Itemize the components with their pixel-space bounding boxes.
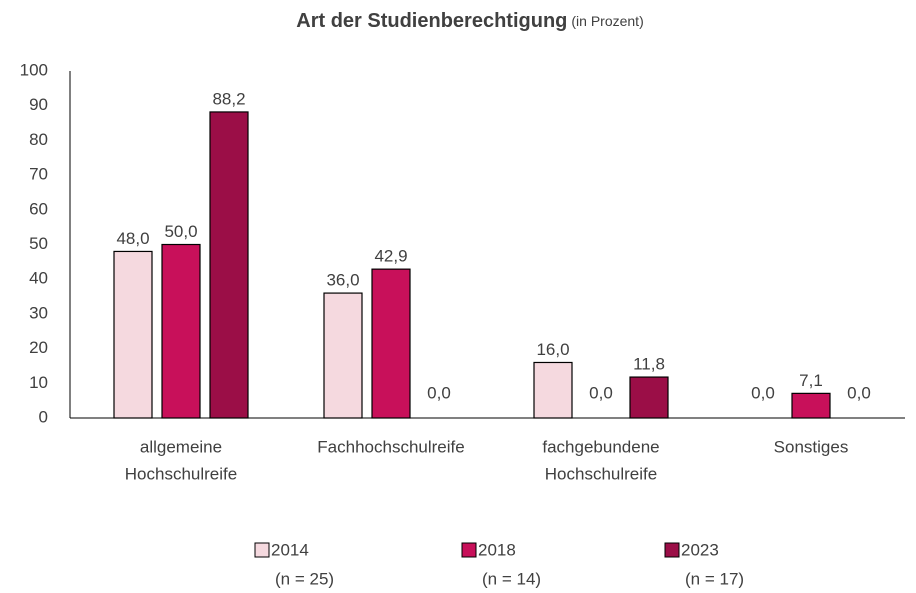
value-label: 50,0 <box>164 222 197 241</box>
legend-sample: (n = 25) <box>275 569 334 588</box>
value-label: 0,0 <box>427 383 451 402</box>
value-label: 16,0 <box>536 340 569 359</box>
subtitle: (in Prozent) <box>571 13 643 29</box>
x-tick-label: Hochschulreife <box>545 464 657 483</box>
legend-label: 2018 <box>478 540 516 559</box>
legend-swatch <box>254 542 270 558</box>
y-tick-label: 70 <box>29 165 48 184</box>
legend-sample: (n = 17) <box>685 569 744 588</box>
y-tick-label: 20 <box>29 338 48 357</box>
y-tick-label: 60 <box>29 199 48 218</box>
y-tick-label: 100 <box>20 60 48 79</box>
value-label: 42,9 <box>374 247 407 266</box>
value-label: 36,0 <box>326 271 359 290</box>
value-label: 0,0 <box>847 383 871 402</box>
value-label: 0,0 <box>751 383 775 402</box>
x-tick-label: Hochschulreife <box>125 464 237 483</box>
y-tick-label: 80 <box>29 130 48 149</box>
value-label: 11,8 <box>633 355 665 374</box>
bar <box>209 111 249 419</box>
bar <box>791 392 831 419</box>
x-tick-label: allgemeine <box>140 437 222 456</box>
bar <box>161 243 201 419</box>
y-tick-label: 30 <box>29 303 48 322</box>
x-tick-label: Fachhochschulreife <box>317 437 464 456</box>
bar <box>371 268 411 419</box>
legend-swatch <box>664 542 680 558</box>
legend-label: 2014 <box>271 540 309 559</box>
title: Art der Studienberechtigung <box>296 10 567 32</box>
bar <box>113 250 153 419</box>
bar <box>629 376 669 419</box>
value-label: 7,1 <box>799 371 823 390</box>
legend-swatch <box>461 542 477 558</box>
value-label: 48,0 <box>116 229 149 248</box>
legend-sample: (n = 14) <box>482 569 541 588</box>
x-tick-label: fachgebundene <box>542 437 659 456</box>
legend-label: 2023 <box>681 540 719 559</box>
y-tick-label: 0 <box>39 407 48 426</box>
value-label: 0,0 <box>589 383 613 402</box>
y-tick-label: 50 <box>29 234 48 253</box>
bar <box>533 361 573 419</box>
y-tick-label: 10 <box>29 373 48 392</box>
bar <box>323 292 363 419</box>
x-tick-label: Sonstiges <box>774 437 849 456</box>
chart-title: Art der Studienberechtigung (in Prozent) <box>296 10 643 32</box>
y-tick-label: 90 <box>29 95 48 114</box>
value-label: 88,2 <box>212 89 245 108</box>
y-tick-label: 40 <box>29 269 48 288</box>
